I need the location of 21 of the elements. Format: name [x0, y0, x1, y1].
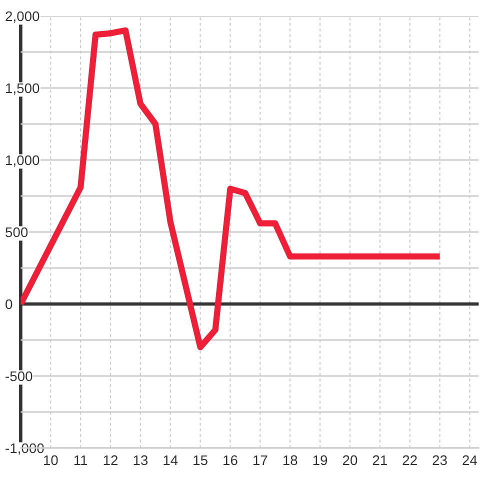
- x-tick-label: 18: [283, 455, 298, 466]
- x-tick-label: 14: [164, 455, 178, 466]
- y-tick-label: -500: [6, 371, 32, 382]
- y-tick-label: 2,000: [6, 11, 40, 23]
- x-tick-label: 12: [104, 455, 118, 466]
- x-tick-label: 13: [134, 455, 148, 466]
- x-tick-label: 22: [402, 455, 417, 466]
- x-tick-label: 20: [342, 455, 358, 466]
- x-tick-label: 16: [224, 455, 238, 466]
- y-tick-label: 0: [6, 299, 12, 310]
- x-tick-label: 24: [462, 455, 478, 466]
- y-tick-label: 500: [6, 227, 28, 238]
- x-tick-label: 19: [313, 455, 328, 466]
- x-tick-label: 23: [432, 455, 447, 466]
- x-tick-label: 11: [74, 455, 88, 466]
- x-tick-label: 15: [194, 455, 208, 466]
- y-tick-label: 1,000: [6, 155, 40, 167]
- x-tick-label: 21: [372, 455, 387, 466]
- x-tick-label: 10: [44, 455, 58, 466]
- y-tick-label: 1,500: [6, 83, 40, 95]
- x-tick-label: 17: [254, 455, 268, 466]
